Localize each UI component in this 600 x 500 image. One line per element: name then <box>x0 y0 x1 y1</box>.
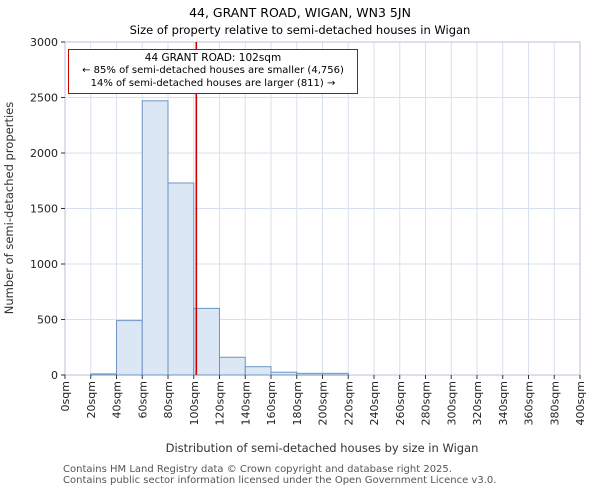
y-tick-label: 500 <box>37 314 58 327</box>
histogram-bar <box>219 356 246 376</box>
x-tick-label: 280sqm <box>420 381 433 425</box>
histogram-bar <box>193 307 220 376</box>
x-tick-label: 260sqm <box>394 381 407 425</box>
histogram-bar <box>322 372 349 376</box>
y-tick-label: 2500 <box>30 92 58 105</box>
x-tick-label: 200sqm <box>317 381 330 425</box>
x-tick-label: 360sqm <box>523 381 536 425</box>
page-title: 44, GRANT ROAD, WIGAN, WN3 5JN <box>189 5 411 20</box>
histogram-bar <box>167 182 195 376</box>
x-tick-label: 380sqm <box>548 381 561 425</box>
y-tick-label: 1000 <box>30 258 58 271</box>
x-tick-label: 300sqm <box>445 381 458 425</box>
x-tick-label: 240sqm <box>368 381 381 425</box>
footer-copyright-line: Contains HM Land Registry data © Crown c… <box>63 464 452 475</box>
y-tick-label: 0 <box>51 369 58 382</box>
annotation-larger-line: 14% of semi-detached houses are larger (… <box>90 77 336 89</box>
x-tick-label: 340sqm <box>497 381 510 425</box>
x-tick-label: 160sqm <box>265 381 278 425</box>
bars-layer <box>90 100 349 376</box>
x-tick-label: 20sqm <box>85 381 98 418</box>
annotation-smaller-line: ← 85% of semi-detached houses are smalle… <box>82 65 344 77</box>
y-axis-label: Number of semi-detached properties <box>2 102 16 314</box>
grid-layer <box>64 41 581 376</box>
x-tick-label: 60sqm <box>136 381 149 418</box>
histogram-bar <box>270 371 298 376</box>
y-tick-label: 3000 <box>30 36 58 49</box>
x-tick-label: 120sqm <box>214 381 227 425</box>
x-tick-label: 220sqm <box>342 381 355 425</box>
x-axis-label: Distribution of semi-detached houses by … <box>166 441 479 455</box>
x-tick-label: 40sqm <box>111 381 124 418</box>
annotation-title: 44 GRANT ROAD: 102sqm <box>144 52 282 64</box>
x-tick-label: 100sqm <box>188 381 201 425</box>
y-tick-label: 1500 <box>30 203 58 216</box>
x-tick-label: 80sqm <box>162 381 175 418</box>
histogram-bar <box>116 320 143 376</box>
x-tick-label: 0sqm <box>59 381 72 411</box>
footer-licence-line: Contains public sector information licen… <box>63 475 497 486</box>
x-tick-label: 180sqm <box>291 381 304 425</box>
x-tick-label: 140sqm <box>239 381 252 425</box>
x-tick-label: 320sqm <box>471 381 484 425</box>
y-tick-label: 2000 <box>30 147 58 160</box>
chart-subtitle: Size of property relative to semi-detach… <box>129 23 471 37</box>
axes-layer: 0 500 1000 1500 2000 2500 3000 0sqm 20sqm 40sqm 60… <box>30 36 587 425</box>
x-tick-label: 400sqm <box>574 381 587 425</box>
histogram-bar <box>244 366 272 376</box>
property-annotation-box: 44 GRANT ROAD: 102sqm ← 85% of semi-deta… <box>68 49 358 95</box>
histogram-bar <box>90 373 117 376</box>
histogram-bar <box>141 100 169 376</box>
histogram-bar <box>296 372 323 376</box>
